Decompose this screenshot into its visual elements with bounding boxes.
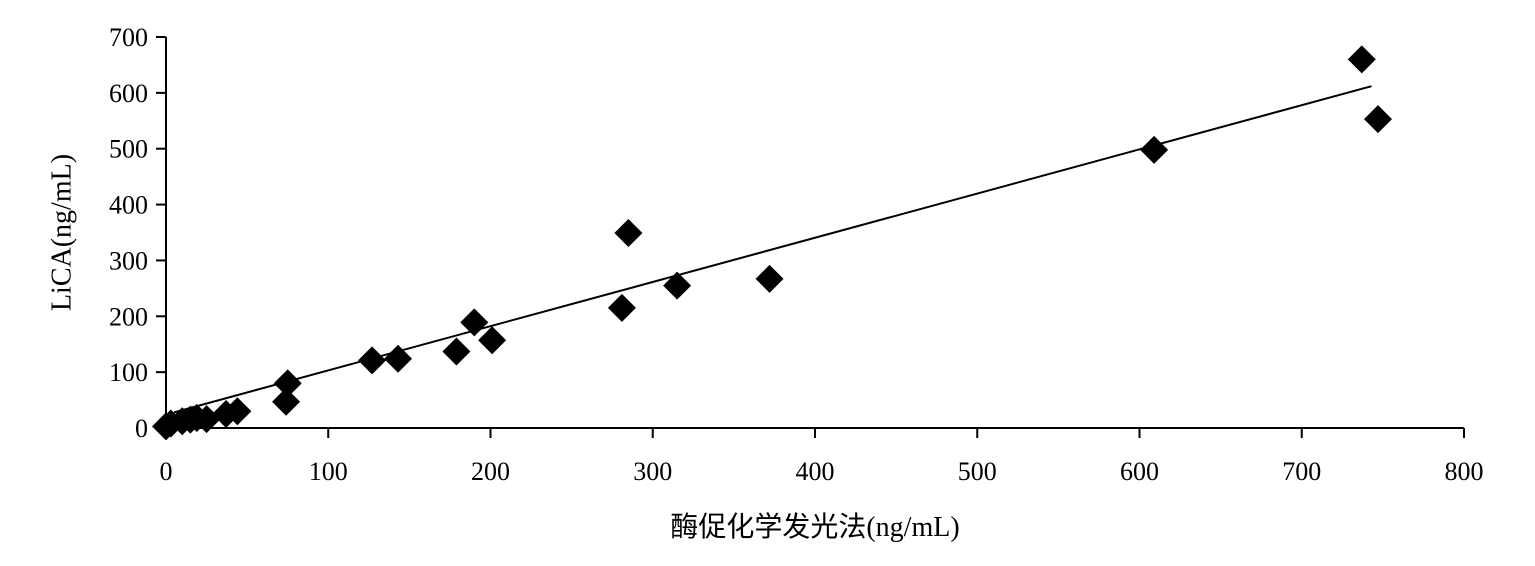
data-points (152, 45, 1393, 441)
data-point (478, 326, 507, 355)
x-tick-label: 700 (1282, 457, 1321, 486)
data-point (272, 387, 301, 416)
y-tick-label: 700 (109, 23, 148, 52)
data-point (663, 271, 692, 300)
y-tick-label: 100 (109, 358, 148, 387)
data-point (1140, 135, 1169, 164)
data-point (192, 405, 221, 434)
data-point (1347, 45, 1376, 74)
data-point (1364, 105, 1393, 134)
x-tick-label: 200 (471, 457, 510, 486)
y-axis-ticks: 0 100 200 300 400 500 600 700 (109, 23, 166, 443)
data-point (607, 293, 636, 322)
x-tick-label: 100 (309, 457, 348, 486)
x-tick-label: 0 (160, 457, 173, 486)
data-point (442, 337, 471, 366)
data-point (223, 397, 252, 426)
y-tick-label: 0 (135, 414, 148, 443)
data-point (460, 308, 489, 337)
y-tick-label: 400 (109, 191, 148, 220)
x-tick-label: 800 (1445, 457, 1484, 486)
trend-line (173, 85, 1372, 414)
y-tick-label: 200 (109, 302, 148, 331)
x-axis-title: 酶促化学发光法(ng/mL) (670, 511, 959, 543)
x-tick-label: 600 (1120, 457, 1159, 486)
y-tick-label: 600 (109, 79, 148, 108)
x-tick-label: 300 (633, 457, 672, 486)
data-point (614, 219, 643, 248)
y-axis-title: LiCA(ng/mL) (46, 154, 77, 311)
data-point (273, 369, 302, 398)
data-point (755, 264, 784, 293)
data-point (358, 346, 387, 375)
data-point (384, 344, 413, 373)
x-tick-label: 500 (958, 457, 997, 486)
y-tick-label: 300 (109, 246, 148, 275)
x-axis-ticks: 0 100 200 300 400 500 600 700 800 (160, 428, 1484, 486)
y-tick-label: 500 (109, 135, 148, 164)
x-tick-label: 400 (796, 457, 835, 486)
